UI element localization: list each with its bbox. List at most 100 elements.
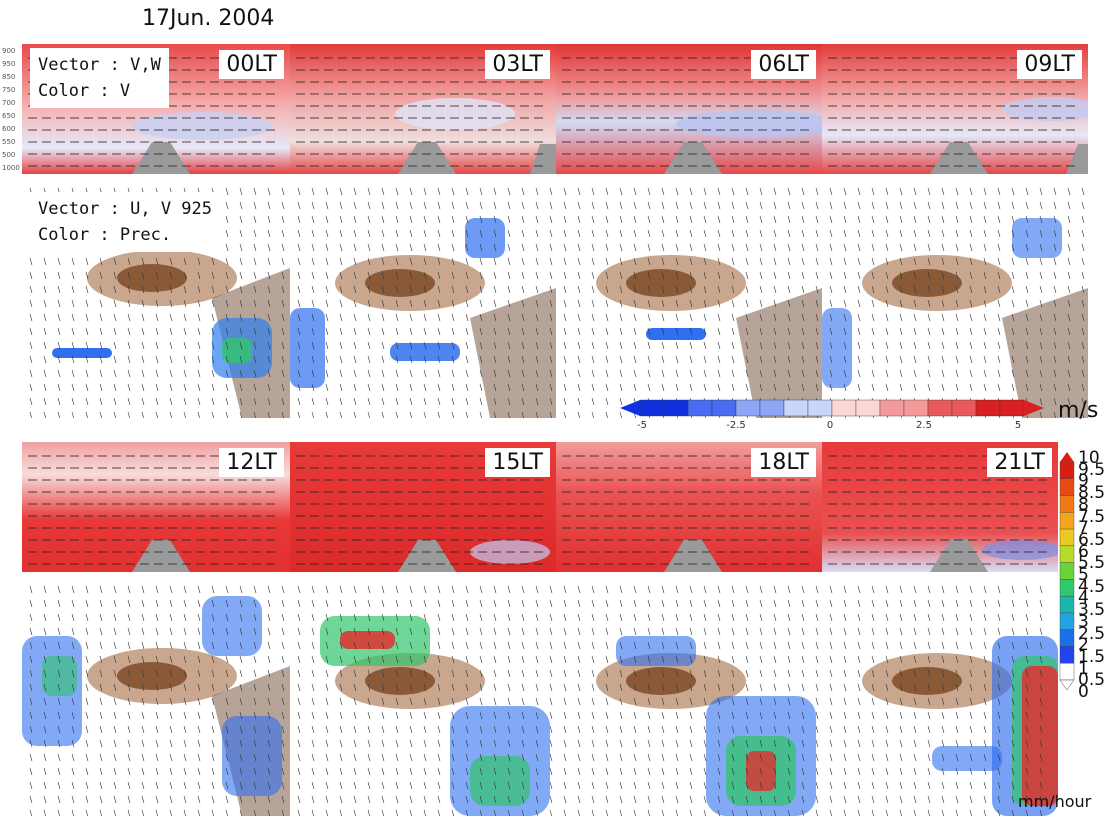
wind-vector [409,697,413,706]
wind-vector [759,655,763,664]
wind-vector [745,229,749,238]
wind-vector [281,369,285,378]
wind-vector [1025,187,1029,196]
wind-vector [955,767,959,776]
wind-vector [731,725,735,734]
wind-vector [353,285,357,294]
wind-vector [437,683,441,692]
wind-vector [535,411,539,418]
wind-vector [267,327,271,336]
wind-vector [899,271,903,280]
wind-vector [745,201,749,210]
pressure-level: 950 [2,60,16,68]
prec-colorbar-tick: 1 [1078,658,1089,679]
wind-vector [563,725,567,734]
wind-vector [127,767,131,776]
wind-vector [267,187,271,196]
wind-vector [689,313,693,322]
wind-vector [577,753,581,762]
wind-vector [325,669,329,678]
horizontal-map-06lt [556,178,822,418]
wind-vector [423,767,427,776]
wind-vector [381,257,385,266]
wind-vector [773,585,777,594]
wind-vector [1011,299,1015,308]
wind-vector [267,257,271,266]
wind-vector [311,341,315,350]
wind-vector [381,697,385,706]
wind-vector [71,383,75,392]
wind-vector [493,781,497,790]
wind-vector [1039,795,1043,804]
wind-vector [339,753,343,762]
wind-vector [353,683,357,692]
wind-vector [689,187,693,196]
wind-vector [857,585,861,594]
wind-vector [605,327,609,336]
wind-vector [675,243,679,252]
wind-vector [759,229,763,238]
wind-vector [1053,187,1057,196]
wind-vector [633,697,637,706]
wind-vector [155,711,159,720]
wind-vector [871,327,875,336]
wind-vector [983,781,987,790]
wind-vector [479,355,483,364]
wind-vector [381,201,385,210]
wind-vector [829,201,833,210]
wind-vector [549,585,553,594]
wind-vector [535,669,539,678]
wind-vector [267,683,271,692]
wind-vector [493,753,497,762]
wind-vector [1067,243,1071,252]
wind-vector [773,369,777,378]
wind-vector [113,669,117,678]
wind-vector [113,397,117,406]
wind-vector [885,599,889,608]
wind-vector [675,641,679,650]
wind-vector [605,669,609,678]
wind-vector [549,697,553,706]
wind-vector [297,767,301,776]
wind-vector [787,201,791,210]
wind-vector [225,641,229,650]
wind-vector [549,655,553,664]
wind-vector [703,355,707,364]
wind-vector [253,697,257,706]
wind-vector [141,725,145,734]
horizontal-map-plot [290,576,556,816]
wind-vector [843,613,847,622]
wind-vector [549,767,553,776]
wind-vector [57,271,61,280]
horizontal-map-plot [822,576,1058,816]
wind-vector [367,383,371,392]
wind-vector [465,383,469,392]
horizontal-map-plot [556,576,822,816]
wind-vector [927,781,931,790]
wind-vector [57,627,61,636]
wind-vector [899,341,903,350]
wind-vector [71,599,75,608]
wind-vector [127,711,131,720]
wind-vector [815,383,819,392]
wind-vector [955,369,959,378]
wind-vector [113,781,117,790]
wind-vector [787,369,791,378]
wind-vector [409,257,413,266]
wind-vector [1039,683,1043,692]
wind-vector [619,411,623,418]
wind-vector [703,781,707,790]
wind-vector [493,299,497,308]
wind-vector [381,229,385,238]
wind-vector [437,767,441,776]
wind-vector [239,739,243,748]
wind-vector [591,201,595,210]
wind-vector [535,585,539,594]
wind-vector [99,697,103,706]
wind-vector [367,299,371,308]
wind-vector [549,327,553,336]
prec-colorbar-segment [1059,663,1075,681]
wind-vector [955,795,959,804]
wind-vector [493,655,497,664]
wind-vector [423,683,427,692]
